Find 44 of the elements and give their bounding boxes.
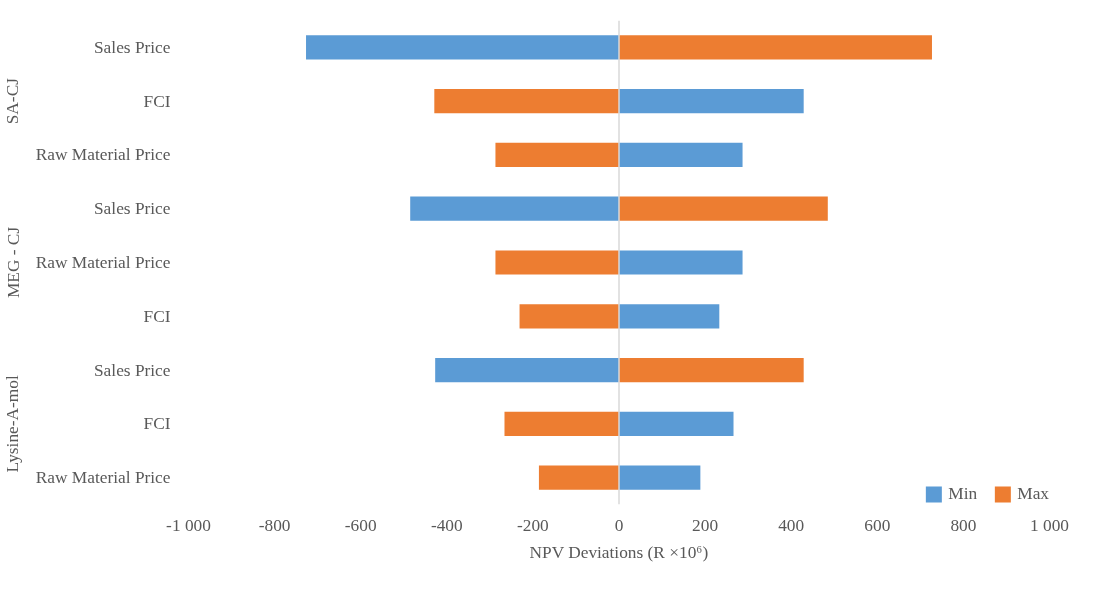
x-tick-label: -200: [517, 515, 549, 535]
x-tick-label: 800: [950, 515, 977, 535]
x-tick-label: 600: [864, 515, 891, 535]
bar: [619, 465, 701, 490]
y-tick-label: FCI: [143, 414, 171, 434]
x-tick-label: -1 000: [166, 515, 211, 535]
x-axis-title: NPV Deviations (R ×10⁶): [529, 542, 709, 562]
text: MEG - CJ: [3, 226, 23, 299]
x-tick-label: -800: [258, 515, 291, 535]
text: Lysine-A-mol: [3, 375, 23, 473]
bar: [504, 411, 619, 436]
x-tick-label: 0: [614, 515, 624, 535]
y-tick-label: FCI: [143, 91, 171, 111]
bar: [495, 142, 619, 168]
bar: [495, 250, 619, 275]
y-tick-label: FCI: [143, 306, 171, 326]
bar: [619, 89, 804, 114]
bar: [619, 142, 743, 168]
bar: [306, 35, 619, 60]
y-tick-label: Sales Price: [93, 199, 171, 219]
bar: [619, 196, 828, 221]
bar: [519, 304, 619, 329]
bar: [619, 411, 734, 436]
bar: [434, 89, 619, 114]
y-tick-label: Raw Material Price: [35, 145, 171, 165]
bar: [435, 357, 619, 383]
text: SA-CJ: [3, 77, 23, 125]
bar: [619, 357, 804, 383]
x-tick-label: 400: [778, 515, 805, 535]
legend-label: Min: [948, 484, 978, 504]
bar: [538, 465, 619, 490]
x-tick-label: -400: [430, 515, 463, 535]
y-tick-label: Raw Material Price: [35, 468, 171, 488]
x-tick-label: 200: [692, 515, 719, 535]
bar: [619, 35, 932, 60]
y-tick-label: Sales Price: [93, 37, 171, 57]
bar: [410, 196, 619, 221]
y-tick-label: Sales Price: [93, 360, 171, 380]
x-tick-label: -600: [344, 515, 377, 535]
bar: [619, 304, 720, 329]
x-tick-label: 1 000: [1030, 515, 1070, 535]
y-tick-label: Raw Material Price: [35, 253, 171, 272]
legend-label: Max: [1017, 484, 1049, 504]
bar: [619, 250, 743, 275]
